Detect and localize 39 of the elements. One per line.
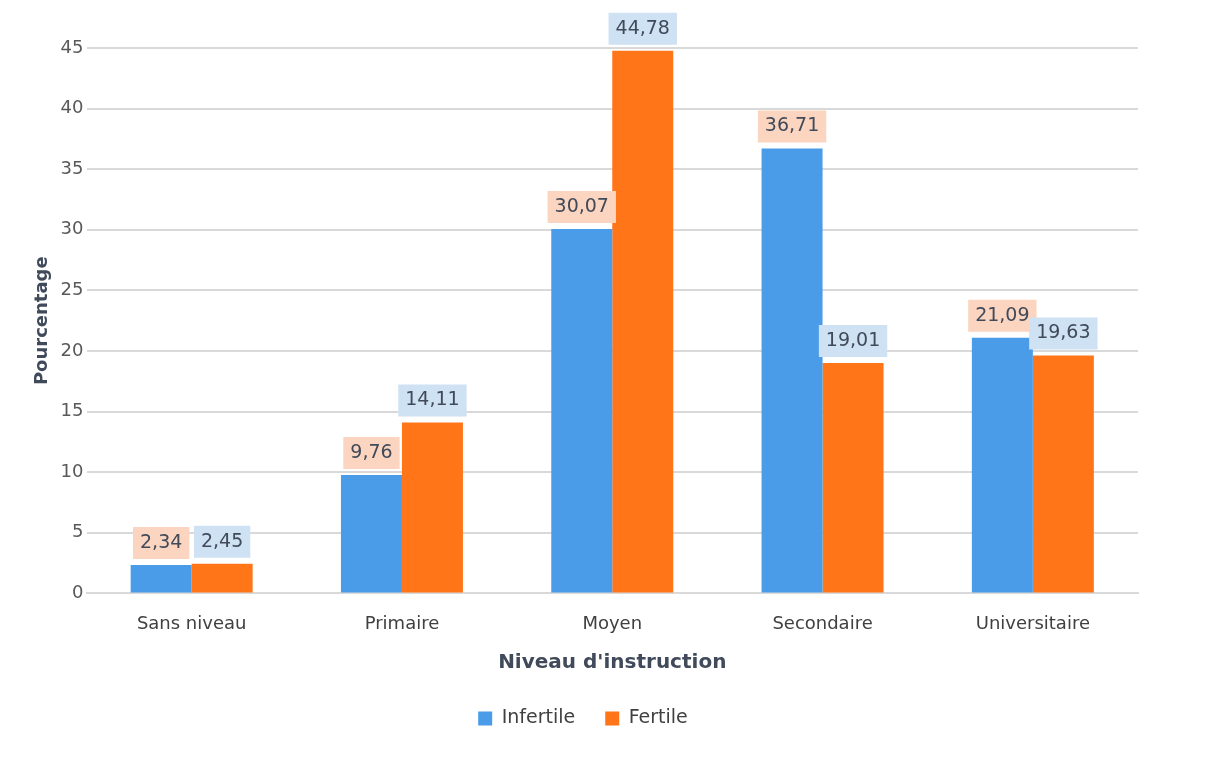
x-tick-label: Primaire bbox=[364, 611, 440, 633]
y-tick-label: 20 bbox=[60, 338, 84, 360]
y-tick-label: 45 bbox=[60, 35, 84, 57]
y-axis-title: Pourcentage bbox=[30, 256, 52, 386]
bar bbox=[1032, 355, 1094, 593]
bar bbox=[401, 422, 463, 593]
x-tick-label: Secondaire bbox=[772, 611, 873, 633]
y-tick-label: 10 bbox=[60, 459, 84, 481]
bar bbox=[551, 228, 613, 593]
y-tick-label: 40 bbox=[60, 96, 84, 118]
data-label: 14,11 bbox=[405, 387, 460, 410]
bar bbox=[612, 50, 674, 593]
y-tick-label: 0 bbox=[72, 581, 84, 603]
x-axis-title: Niveau d'instruction bbox=[498, 649, 727, 674]
data-label: 21,09 bbox=[975, 302, 1030, 325]
bar bbox=[971, 337, 1033, 593]
bar bbox=[130, 565, 192, 593]
data-label: 44,78 bbox=[615, 15, 670, 38]
x-tick-label: Moyen bbox=[582, 611, 643, 633]
data-label: 2,45 bbox=[200, 528, 244, 551]
legend-label: Fertile bbox=[628, 705, 688, 728]
y-tick-label: 30 bbox=[60, 217, 84, 239]
bar bbox=[340, 475, 402, 593]
bar bbox=[761, 148, 823, 593]
data-label: 36,71 bbox=[764, 113, 820, 136]
y-tick-label: 5 bbox=[72, 520, 84, 542]
data-label: 9,76 bbox=[350, 440, 393, 463]
legend-label: Infertile bbox=[501, 705, 576, 728]
bar bbox=[822, 363, 884, 593]
data-label: 19,63 bbox=[1036, 320, 1091, 343]
data-label: 19,01 bbox=[825, 327, 881, 350]
data-label: 30,07 bbox=[554, 193, 609, 216]
x-tick-label: Sans niveau bbox=[136, 611, 247, 633]
y-tick-label: 15 bbox=[60, 399, 84, 421]
x-tick-label: Universitaire bbox=[975, 611, 1090, 633]
data-label: 2,34 bbox=[140, 529, 183, 552]
y-tick-label: 35 bbox=[60, 156, 84, 178]
bar bbox=[191, 563, 253, 593]
y-tick-label: 25 bbox=[60, 278, 84, 300]
